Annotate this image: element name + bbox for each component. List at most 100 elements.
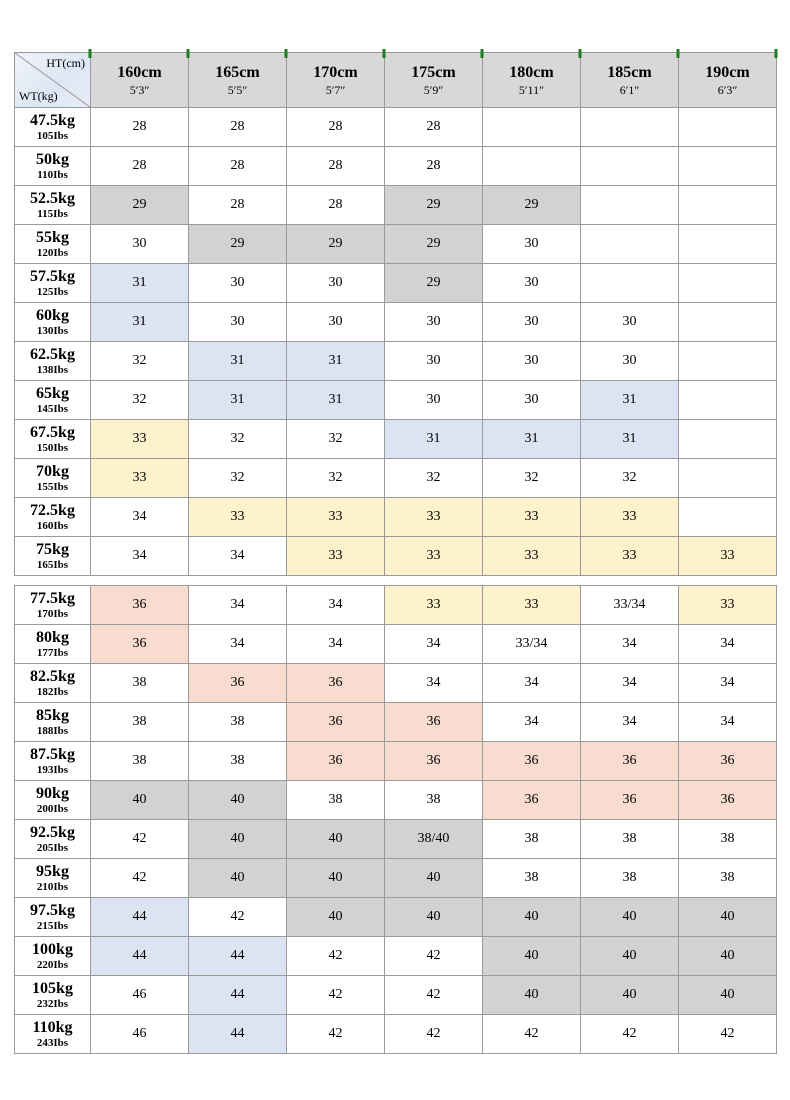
table-row: 57.5kg 125Ibs 31 30 30 29 30: [14, 263, 777, 303]
size-cell: 40: [580, 975, 679, 1015]
weight-lbs-label: 205Ibs: [36, 842, 69, 855]
size-cell: 42: [384, 1014, 483, 1054]
size-cell: 38: [188, 741, 287, 781]
weight-kg-label: 100kg: [32, 940, 73, 958]
size-cell: 36: [580, 780, 679, 820]
size-cell: 33: [482, 585, 581, 625]
col-header-170cm: 170cm 5′7″: [286, 52, 385, 108]
size-cell: 38: [482, 858, 581, 898]
size-cell: 34: [286, 585, 385, 625]
weight-kg-label: 87.5kg: [30, 745, 75, 763]
size-cell: 34: [188, 536, 287, 576]
table-row: 60kg 130Ibs 31 30 30 30 30 30: [14, 302, 777, 342]
weight-lbs-label: 125Ibs: [36, 286, 69, 299]
weight-kg-label: 82.5kg: [30, 667, 75, 685]
size-cell: [678, 497, 777, 537]
size-cell: 42: [384, 936, 483, 976]
col-header-190cm: 190cm 6′3″: [678, 52, 777, 108]
row-label-110kg: 110kg 243Ibs: [14, 1014, 91, 1054]
size-cell: 34: [580, 663, 679, 703]
size-cell: 36: [482, 780, 581, 820]
green-tick-icon: [382, 49, 386, 58]
size-cell: 30: [580, 302, 679, 342]
size-cell: 32: [90, 380, 189, 420]
size-cell: 28: [286, 146, 385, 186]
weight-kg-label: 110kg: [32, 1018, 73, 1036]
size-cell: 29: [90, 185, 189, 225]
row-label-57.5kg: 57.5kg 125Ibs: [14, 263, 91, 303]
row-label-50kg: 50kg 110Ibs: [14, 146, 91, 186]
size-cell: [482, 146, 581, 186]
size-cell: 28: [90, 107, 189, 147]
size-cell: 31: [580, 419, 679, 459]
table-row: 110kg 243Ibs 46 44 42 42 42 42 42: [14, 1014, 777, 1054]
weight-lbs-label: 182Ibs: [36, 686, 69, 699]
size-cell: 40: [188, 858, 287, 898]
size-cell: 38: [384, 780, 483, 820]
size-cell: 34: [580, 624, 679, 664]
corner-ht-label: HT(cm): [46, 56, 85, 70]
size-cell: 33: [580, 497, 679, 537]
size-cell: [678, 302, 777, 342]
size-cell: 34: [188, 585, 287, 625]
size-cell: 38: [286, 780, 385, 820]
weight-kg-label: 85kg: [36, 706, 69, 724]
size-cell: [580, 224, 679, 264]
size-cell: 30: [188, 263, 287, 303]
size-cell: 42: [90, 858, 189, 898]
col-ft-label: 5′11″: [518, 82, 545, 97]
size-cell: 30: [482, 263, 581, 303]
weight-lbs-label: 138Ibs: [36, 364, 69, 377]
size-cell: 36: [580, 741, 679, 781]
size-cell: 34: [482, 663, 581, 703]
size-cell: 44: [188, 936, 287, 976]
size-cell: 31: [188, 341, 287, 381]
weight-kg-label: 77.5kg: [30, 589, 75, 607]
size-cell: 36: [286, 741, 385, 781]
size-cell: 30: [188, 302, 287, 342]
col-ft-label: 5′3″: [129, 82, 150, 97]
size-cell: [580, 263, 679, 303]
size-cell: 34: [384, 624, 483, 664]
size-cell: 28: [384, 146, 483, 186]
col-header-180cm: 180cm 5′11″: [482, 52, 581, 108]
size-cell: 33/34: [482, 624, 581, 664]
weight-kg-label: 80kg: [36, 628, 69, 646]
size-cell: 33: [188, 497, 287, 537]
weight-kg-label: 47.5kg: [30, 111, 75, 129]
size-cell: 28: [384, 107, 483, 147]
size-cell: 44: [90, 936, 189, 976]
size-cell: 34: [188, 624, 287, 664]
table-row: 65kg 145Ibs 32 31 31 30 30 31: [14, 380, 777, 420]
row-label-90kg: 90kg 200Ibs: [14, 780, 91, 820]
size-cell: 28: [90, 146, 189, 186]
size-cell: 32: [580, 458, 679, 498]
col-cm-label: 160cm: [117, 64, 162, 81]
size-cell: 36: [384, 702, 483, 742]
size-cell: 32: [482, 458, 581, 498]
weight-lbs-label: 120Ibs: [36, 247, 69, 260]
col-cm-label: 175cm: [411, 64, 456, 81]
size-cell: 44: [188, 1014, 287, 1054]
size-cell: 40: [286, 819, 385, 859]
size-cell: 30: [90, 224, 189, 264]
weight-kg-label: 97.5kg: [30, 901, 75, 919]
size-cell: 30: [286, 263, 385, 303]
size-cell: 40: [580, 897, 679, 937]
row-label-72.5kg: 72.5kg 160Ibs: [14, 497, 91, 537]
size-cell: 33: [90, 458, 189, 498]
size-cell: 33: [482, 536, 581, 576]
size-cell: 33: [90, 419, 189, 459]
size-cell: 34: [286, 624, 385, 664]
size-cell: 40: [580, 936, 679, 976]
size-cell: [678, 458, 777, 498]
col-ft-label: 5′7″: [325, 82, 346, 97]
table-row: 80kg 177Ibs 36 34 34 34 33/34 34 34: [14, 624, 777, 664]
size-cell: 38: [580, 858, 679, 898]
size-cell: 40: [384, 858, 483, 898]
size-cell: 33: [286, 536, 385, 576]
row-label-95kg: 95kg 210Ibs: [14, 858, 91, 898]
size-cell: 36: [90, 624, 189, 664]
weight-lbs-label: 165Ibs: [36, 559, 69, 572]
size-cell: 42: [678, 1014, 777, 1054]
